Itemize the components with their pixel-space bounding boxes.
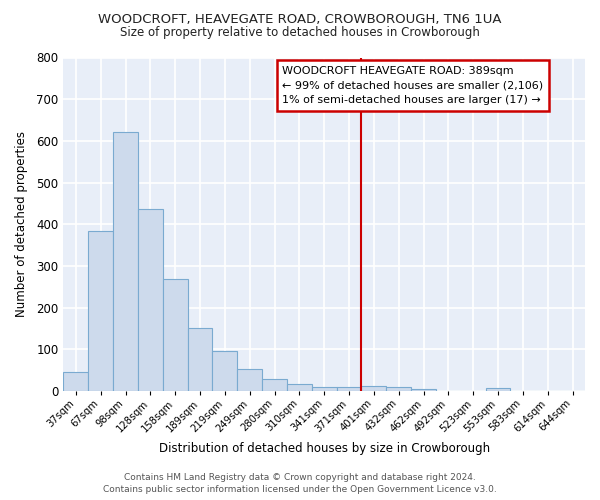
Bar: [337, 387, 361, 391]
Y-axis label: Number of detached properties: Number of detached properties: [15, 132, 28, 318]
Bar: [485, 388, 511, 391]
X-axis label: Distribution of detached houses by size in Crowborough: Distribution of detached houses by size …: [158, 442, 490, 455]
Text: Size of property relative to detached houses in Crowborough: Size of property relative to detached ho…: [120, 26, 480, 39]
Bar: [138, 210, 163, 391]
Text: Contains HM Land Registry data © Crown copyright and database right 2024.
Contai: Contains HM Land Registry data © Crown c…: [103, 472, 497, 494]
Text: WOODCROFT HEAVEGATE ROAD: 389sqm
← 99% of detached houses are smaller (2,106)
1%: WOODCROFT HEAVEGATE ROAD: 389sqm ← 99% o…: [283, 66, 544, 106]
Bar: [163, 280, 188, 391]
Bar: [188, 328, 212, 391]
Bar: [88, 232, 113, 391]
Bar: [312, 387, 337, 391]
Bar: [386, 387, 411, 391]
Bar: [411, 388, 436, 391]
Bar: [361, 386, 386, 391]
Text: WOODCROFT, HEAVEGATE ROAD, CROWBOROUGH, TN6 1UA: WOODCROFT, HEAVEGATE ROAD, CROWBOROUGH, …: [98, 12, 502, 26]
Bar: [64, 372, 88, 391]
Bar: [212, 351, 237, 391]
Bar: [287, 384, 312, 391]
Bar: [237, 368, 262, 391]
Bar: [262, 379, 287, 391]
Bar: [113, 132, 138, 391]
